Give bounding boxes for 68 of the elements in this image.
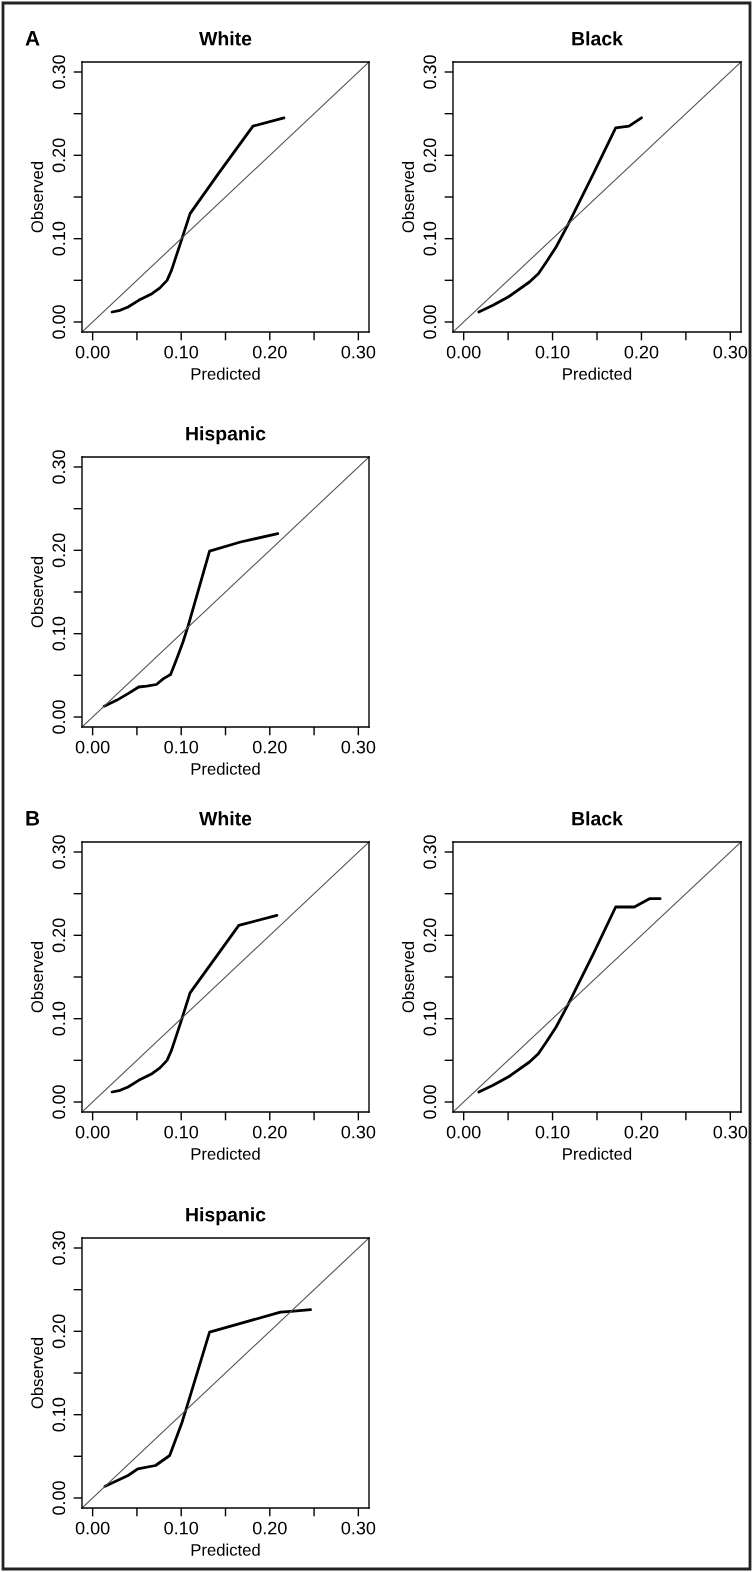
x-axis-title: Predicted (191, 1543, 260, 1556)
line-series (477, 116, 643, 314)
x-tick-label: 0.30 (713, 345, 748, 359)
x-tick-label: 0.00 (75, 345, 110, 359)
x-tick-label: 0.00 (446, 345, 481, 359)
x-tick-label: 0.10 (164, 1125, 199, 1139)
x-tick-label: 0.20 (252, 345, 287, 359)
x-tick-label: 0.10 (535, 345, 570, 359)
text: B (26, 811, 40, 826)
y-tick-label: 0.10 (52, 1001, 66, 1036)
x-tick-label: 0.10 (164, 740, 199, 754)
x-tick-label: 0.20 (624, 1125, 659, 1139)
chart-title: Black (572, 811, 623, 826)
y-tick-label: 0.20 (52, 138, 66, 173)
x-tick-label: 0.00 (446, 1125, 481, 1139)
y-tick-label: 0.30 (52, 450, 66, 484)
x-tick-label: 0.30 (341, 740, 376, 754)
x-tick-label: 0.30 (713, 1125, 748, 1139)
y-axis-title: Observed (401, 161, 415, 233)
chart-title: Black (572, 31, 623, 46)
y-axis-title: Observed (30, 1337, 44, 1409)
y-axis-title: Observed (30, 556, 44, 628)
x-tick-label: 0.30 (341, 345, 376, 359)
x-axis-title: Predicted (563, 367, 632, 380)
line-series (103, 1308, 312, 1488)
y-tick-label: 0.30 (423, 835, 437, 869)
y-tick-label: 0.30 (52, 1231, 66, 1265)
line-series (477, 897, 662, 1094)
y-axis-title: Observed (401, 941, 415, 1013)
x-tick-label: 0.20 (252, 740, 287, 754)
chart-title: Hispanic (186, 426, 266, 445)
x-tick-label: 0.10 (164, 1521, 199, 1535)
x-axis-title: Predicted (563, 1147, 632, 1160)
y-tick-label: 0.10 (52, 1397, 66, 1432)
y-tick-label: 0.30 (52, 55, 66, 89)
y-tick-label: 0.10 (52, 616, 66, 651)
y-tick-label: 0.10 (423, 1001, 437, 1036)
x-tick-label: 0.30 (341, 1125, 376, 1139)
x-tick-label: 0.00 (75, 1125, 110, 1139)
y-axis-title: Observed (30, 941, 44, 1013)
text: A (25, 31, 40, 46)
y-tick-label: 0.10 (423, 221, 437, 256)
x-tick-label: 0.00 (75, 740, 110, 754)
x-tick-label: 0.30 (341, 1521, 376, 1535)
x-tick-label: 0.20 (252, 1125, 287, 1139)
y-tick-label: 0.20 (52, 533, 66, 568)
x-axis-title: Predicted (191, 367, 260, 380)
y-axis-title: Observed (30, 161, 44, 233)
chart-title: Hispanic (186, 1207, 266, 1226)
line-series (110, 913, 279, 1094)
chart-title: White (199, 811, 252, 826)
x-tick-label: 0.10 (164, 345, 199, 359)
y-tick-label: 0.20 (52, 1314, 66, 1349)
x-tick-label: 0.00 (75, 1521, 110, 1535)
y-tick-label: 0.30 (423, 55, 437, 89)
line-series (110, 116, 286, 314)
chart-title: White (199, 31, 252, 46)
x-tick-label: 0.10 (535, 1125, 570, 1139)
y-tick-label: 0.20 (423, 138, 437, 173)
x-axis-title: Predicted (191, 762, 260, 775)
y-tick-label: 0.30 (52, 835, 66, 869)
x-tick-label: 0.20 (624, 345, 659, 359)
x-axis-title: Predicted (191, 1147, 260, 1160)
x-tick-label: 0.20 (252, 1521, 287, 1535)
y-tick-label: 0.20 (423, 918, 437, 953)
y-tick-label: 0.10 (52, 221, 66, 256)
y-tick-label: 0.20 (52, 918, 66, 953)
line-series (102, 532, 280, 708)
